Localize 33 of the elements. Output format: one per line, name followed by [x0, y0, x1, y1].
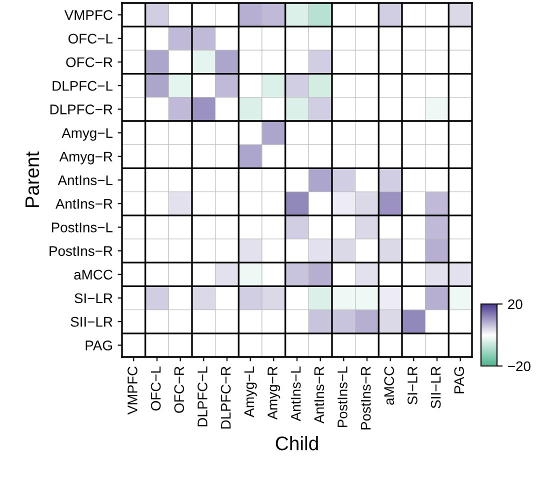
x-tick-label: PAG: [454, 367, 464, 394]
x-tick-label: DLPFC−R: [220, 366, 231, 429]
x-axis-title: Child: [276, 436, 318, 450]
y-tick-label: OFC−R: [66, 57, 112, 68]
x-tick-label: DLPFC−L: [198, 366, 208, 426]
x-tick-label: aMCC: [384, 366, 394, 405]
x-tick-label: Amyg−R: [268, 366, 280, 420]
y-tick-label: AntIns−L: [58, 175, 113, 186]
x-tick-label: OFC−R: [174, 366, 184, 413]
x-tick-label: AntIns−R: [314, 366, 324, 424]
y-tick-label: DLPFC−R: [50, 104, 112, 114]
x-tick-label: SII−LR: [430, 366, 441, 408]
x-tick-label: PostIns−L: [338, 366, 348, 428]
x-tick-label: PostIns−R: [361, 366, 371, 430]
y-tick-label: Amyg−R: [59, 152, 112, 164]
y-tick-label: SI−LR: [74, 293, 112, 304]
color-bar-label: −20: [508, 361, 530, 372]
y-tick-label: DLPFC−L: [52, 80, 113, 91]
y-tick-label: VMPFC: [64, 10, 112, 20]
y-tick-label: Amyg−L: [62, 128, 113, 141]
y-tick-label: AntIns−R: [55, 199, 112, 209]
y-axis-title: Parent: [26, 151, 40, 208]
y-tick-label: PostIns−L: [52, 222, 113, 232]
x-tick-label: Amyg−L: [244, 366, 257, 418]
x-tick-label: SI−LR: [408, 366, 418, 404]
y-tick-label: aMCC: [74, 270, 112, 280]
color-bar-label: 20: [508, 299, 522, 310]
y-tick-label: OFC−L: [68, 34, 113, 44]
y-tick-label: SII−LR: [70, 316, 112, 327]
y-tick-label: PostIns−R: [50, 246, 112, 256]
x-tick-label: OFC−L: [150, 366, 161, 411]
x-tick-label: AntIns−L: [291, 366, 301, 422]
y-tick-label: PAG: [86, 340, 112, 350]
